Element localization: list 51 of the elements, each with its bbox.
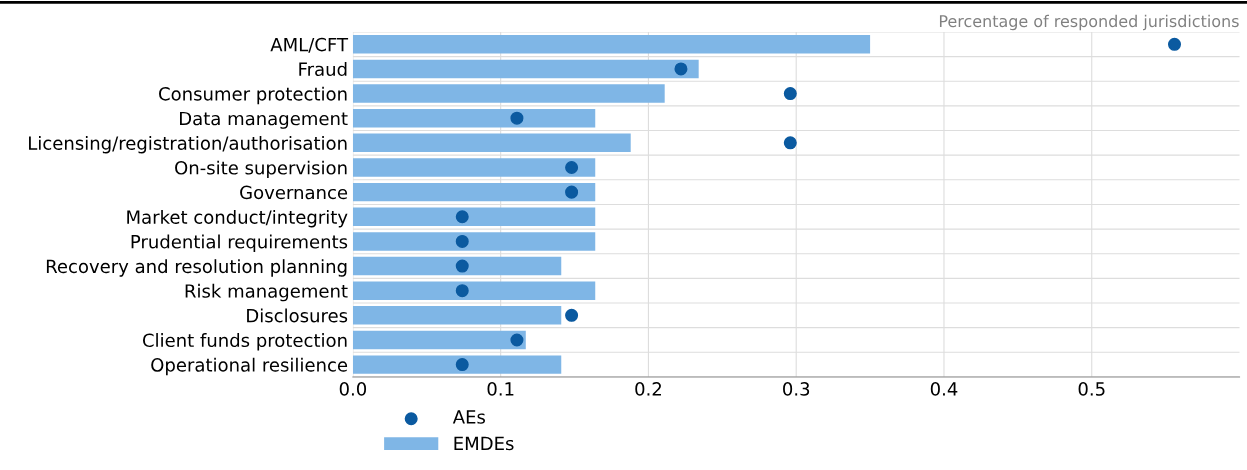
y-tick-label: Governance: [240, 185, 348, 200]
y-tick-label: Risk management: [185, 283, 348, 302]
y-tick-label: Market conduct/integrity: [127, 209, 348, 228]
bar: [352, 355, 562, 374]
y-tick-label: Consumer protection: [159, 86, 347, 105]
point: [565, 185, 579, 199]
x-tick-label: 0.0: [339, 382, 367, 396]
bar: [352, 207, 596, 227]
y-tick-label: Client funds protection: [142, 333, 347, 351]
bar: [352, 232, 596, 251]
legend-label: EMDEs: [454, 436, 514, 451]
point: [674, 62, 688, 76]
y-tick-label: Recovery and resolution planning: [46, 259, 347, 277]
y-tick-label: AML/CFT: [270, 37, 349, 53]
y-tick-label: Fraud: [299, 62, 347, 77]
bar: [352, 133, 631, 153]
point: [455, 259, 469, 273]
x-tick-label: 0.3: [783, 382, 810, 396]
bar: [352, 281, 596, 300]
x-tick-label: 0.4: [930, 382, 958, 396]
point: [455, 284, 469, 298]
point: [455, 358, 469, 372]
point: [565, 160, 579, 174]
x-tick-label: 0.2: [635, 382, 661, 396]
x-tick-label: 0.5: [1078, 382, 1105, 396]
point: [783, 136, 797, 150]
y-tick-label: Prudential requirements: [131, 234, 348, 253]
text: Percentage of responded jurisdictions: [939, 14, 1239, 31]
bar: [352, 330, 526, 350]
bar: [352, 84, 665, 103]
point: [1167, 37, 1182, 51]
bar: [352, 182, 596, 202]
bar: [352, 59, 699, 79]
point: [455, 210, 469, 224]
bar: [352, 306, 562, 325]
point: [510, 111, 524, 125]
point: [510, 333, 524, 347]
y-tick-label: Operational resilience: [151, 357, 348, 376]
bar: [352, 158, 596, 177]
y-tick-label: Data management: [180, 111, 348, 129]
y-tick-label: Disclosures: [247, 308, 348, 323]
y-tick-label: Licensing/registration/authorisation: [29, 135, 347, 154]
x-tick-label: 0.1: [487, 382, 514, 396]
bar: [352, 35, 871, 54]
point: [783, 87, 797, 101]
point: [565, 308, 579, 322]
legend-label: AEs: [452, 410, 486, 424]
y-tick-label: On-site supervision: [175, 160, 347, 179]
bar: [352, 108, 596, 128]
point: [455, 234, 469, 248]
bar: [352, 256, 562, 276]
